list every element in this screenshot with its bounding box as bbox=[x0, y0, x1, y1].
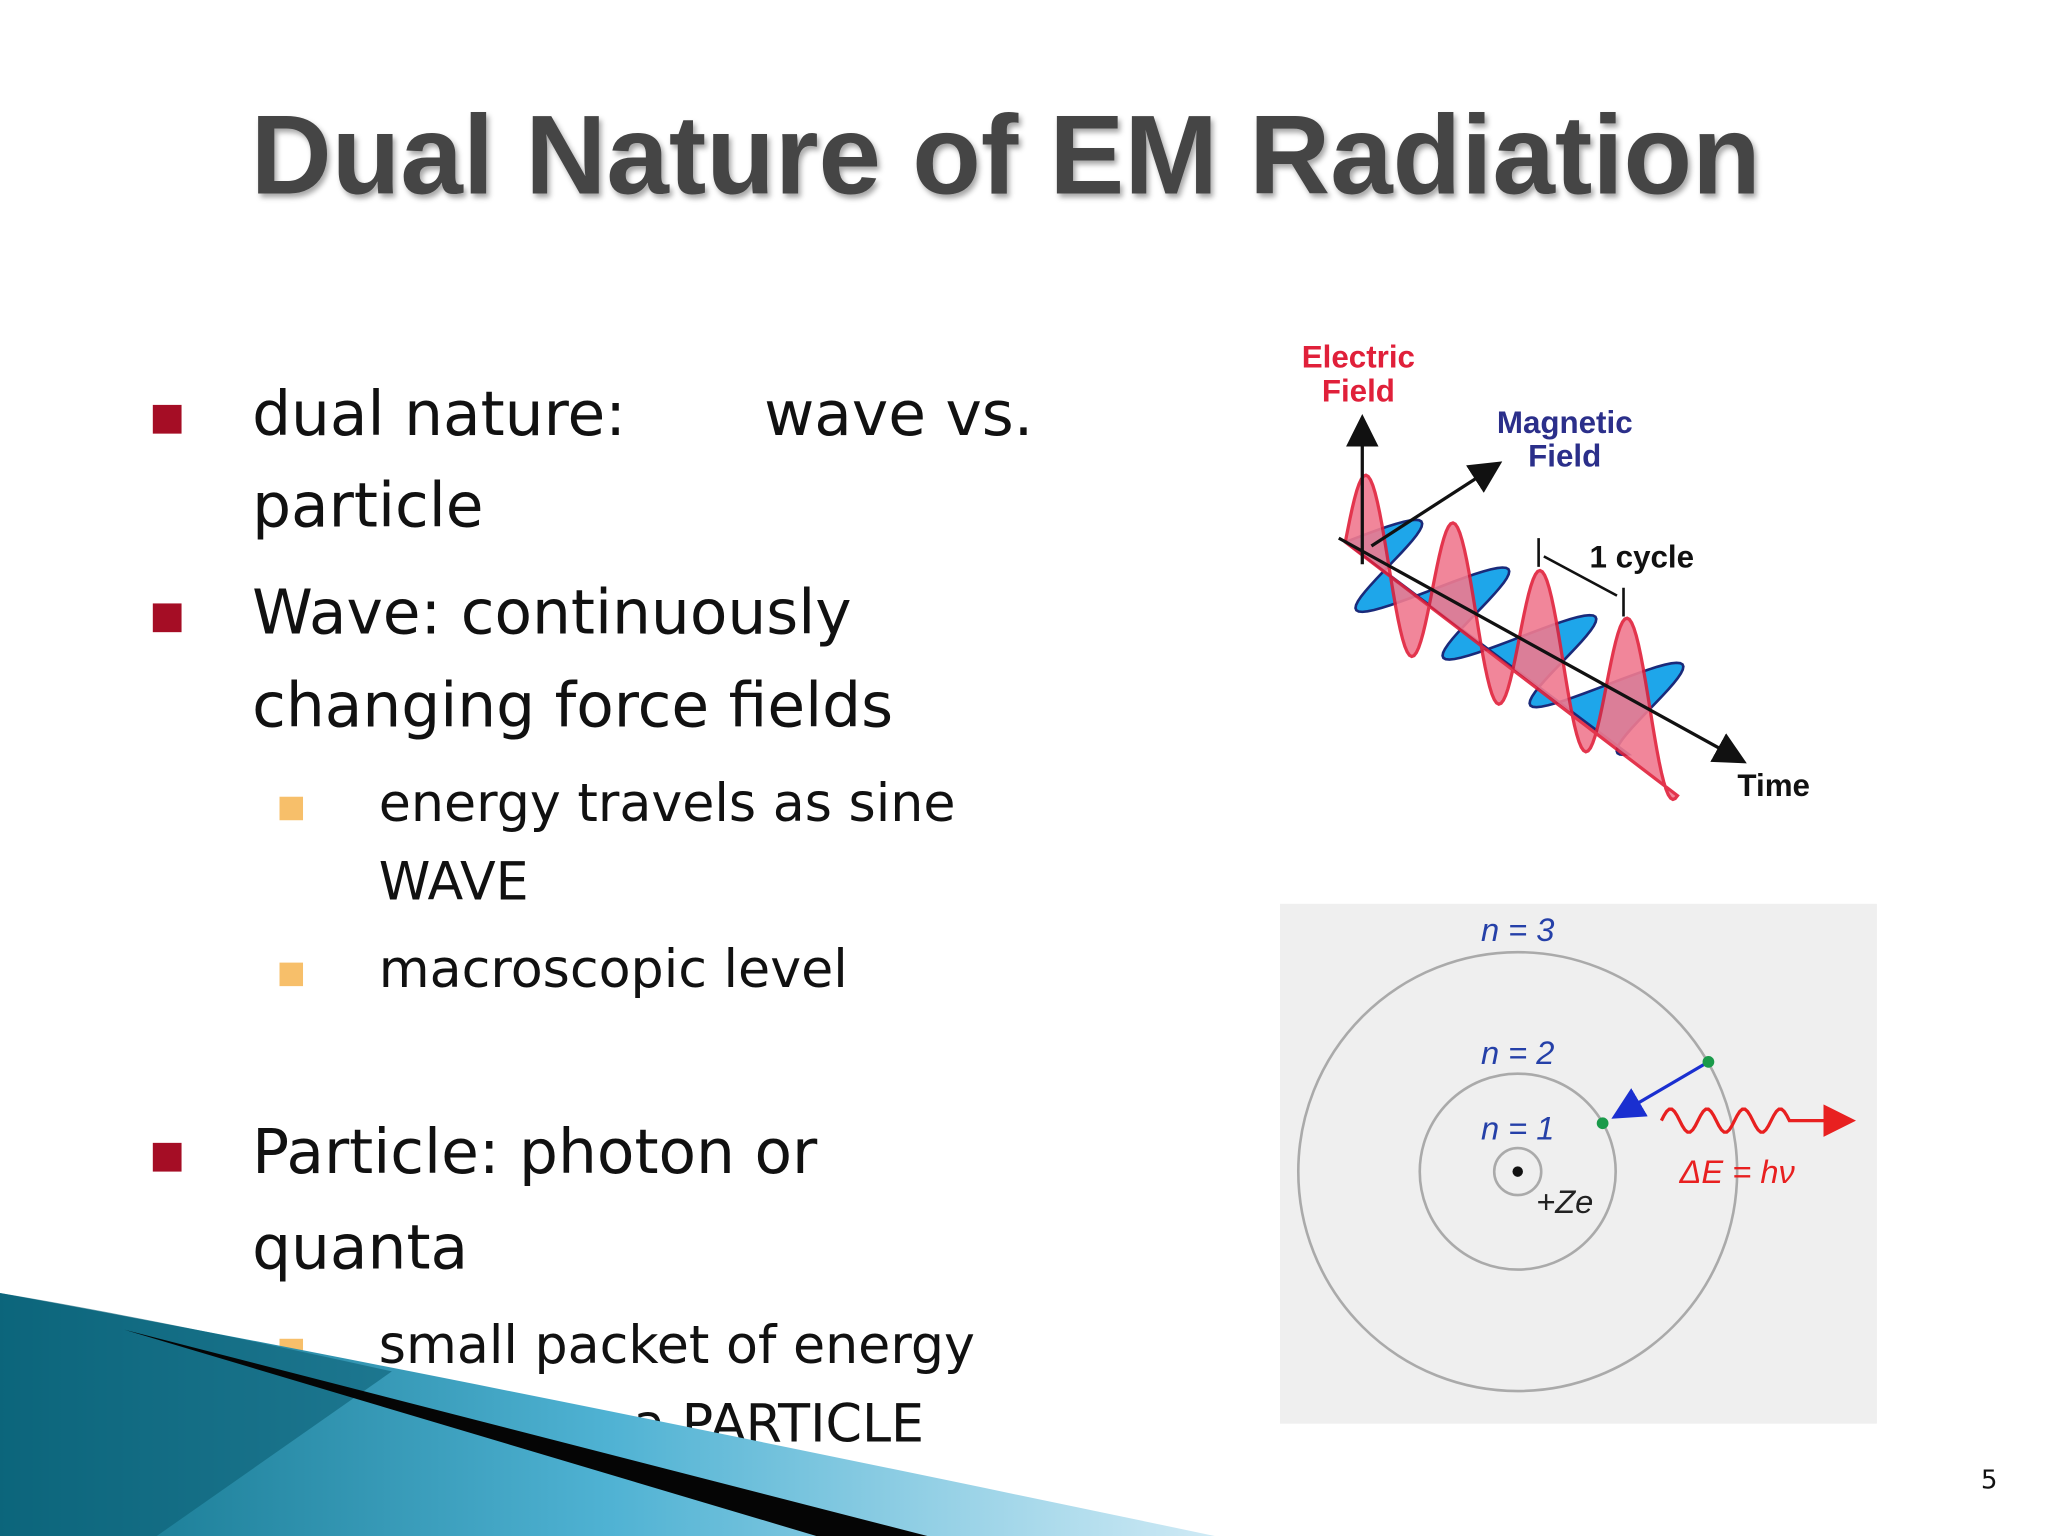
sub-bullet-text: macroscopic level bbox=[379, 940, 848, 1000]
page-number: 5 bbox=[1981, 1466, 1998, 1496]
bullet-marker bbox=[152, 603, 182, 633]
sub-bullet-text: small packet of energy bbox=[379, 1316, 975, 1376]
magnetic-axis bbox=[1370, 461, 1503, 548]
time-axis bbox=[1337, 536, 1747, 764]
magnetic-label: Field bbox=[1528, 439, 1601, 474]
electric-wave bbox=[1343, 473, 1680, 802]
sub-bullet-text: energy travels as sine bbox=[379, 774, 956, 834]
orbit-label: n = 1 bbox=[1481, 1110, 1555, 1147]
photon bbox=[1659, 1104, 1856, 1137]
figure-background bbox=[1280, 903, 1877, 1424]
time-label: Time bbox=[1737, 768, 1810, 803]
bullet-text: dual nature: bbox=[252, 379, 626, 450]
orbit bbox=[1492, 1146, 1543, 1197]
bullet-text: changing force fields bbox=[252, 670, 893, 741]
magnetic-label: Magnetic bbox=[1497, 405, 1633, 440]
slide-title: Dual Nature of EM Radiation bbox=[251, 91, 1761, 217]
electron bbox=[1596, 1117, 1609, 1130]
bullet-marker bbox=[152, 1142, 182, 1172]
bullet-text: wave vs. bbox=[764, 379, 1033, 450]
bullet-marker bbox=[152, 404, 182, 434]
bullet-text: particle bbox=[252, 470, 483, 541]
sub-bullet-text: WAVE bbox=[379, 853, 529, 913]
cycle-label: 1 cycle bbox=[1590, 539, 1695, 574]
orbit bbox=[1418, 1072, 1617, 1271]
em-wave-figure: Electric Field Magnetic Field 1 cycle Ti… bbox=[1302, 339, 1810, 802]
electron bbox=[1702, 1056, 1715, 1068]
electric-label: Electric bbox=[1302, 339, 1415, 374]
cycle-arrow bbox=[1543, 555, 1618, 597]
sub-bullet-marker bbox=[279, 962, 304, 987]
bullet-text: Particle: photon or bbox=[252, 1117, 818, 1188]
bullet-text: Wave: continuously bbox=[252, 578, 852, 649]
nucleus-label: +Ze bbox=[1536, 1183, 1593, 1220]
electric-label: Field bbox=[1322, 373, 1395, 408]
bullet-text: quanta bbox=[252, 1212, 468, 1283]
bohr-atom-figure: n = 3 n = 2 n = 1 +Ze ΔE = hν bbox=[1280, 903, 1877, 1424]
orbit bbox=[1296, 950, 1739, 1393]
orbit-label: n = 2 bbox=[1481, 1034, 1555, 1071]
nucleus bbox=[1512, 1166, 1523, 1177]
transition-arrow bbox=[1611, 1060, 1710, 1119]
decoration bbox=[124, 1329, 928, 1536]
energy-label: ΔE = hν bbox=[1678, 1153, 1795, 1190]
orbit-label: n = 3 bbox=[1481, 911, 1555, 948]
decoration bbox=[0, 1293, 392, 1536]
sub-bullet-marker bbox=[279, 796, 304, 821]
